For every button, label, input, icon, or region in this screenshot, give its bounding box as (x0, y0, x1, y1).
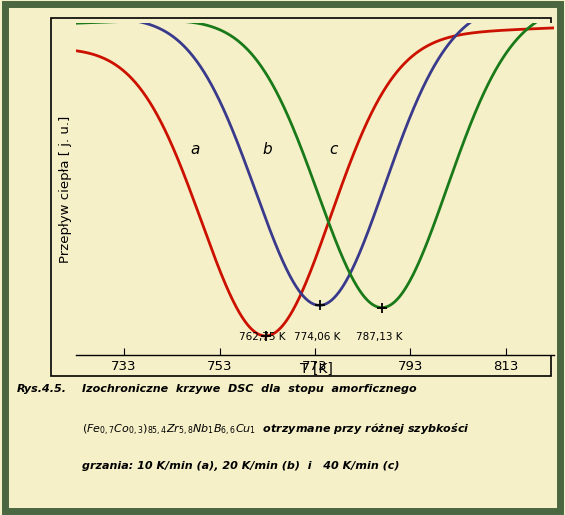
Y-axis label: Przepływ ciepła [ j. u.]: Przepływ ciepła [ j. u.] (59, 116, 72, 263)
FancyBboxPatch shape (51, 18, 551, 376)
Text: 774,06 K: 774,06 K (294, 332, 341, 342)
Text: Izochroniczne  krzywe  DSC  dla  stopu  amorficznego: Izochroniczne krzywe DSC dla stopu amorf… (82, 384, 416, 393)
Text: b: b (263, 142, 272, 157)
Text: T [K]: T [K] (300, 362, 333, 375)
Text: Rys.4.5.: Rys.4.5. (17, 384, 67, 393)
FancyBboxPatch shape (5, 4, 560, 511)
Text: a: a (191, 142, 200, 157)
Text: $(Fe_{0,7}Co_{0,3})_{85,4}Zr_{5,8}Nb_1B_{6,6}Cu_1$  otrzymane przy różnej szybko: $(Fe_{0,7}Co_{0,3})_{85,4}Zr_{5,8}Nb_1B_… (82, 422, 470, 438)
Text: c: c (329, 142, 338, 157)
Text: 787,13 K: 787,13 K (356, 332, 403, 342)
Text: grzania: 10 K/min (a), 20 K/min (b)  i   40 K/min (c): grzania: 10 K/min (a), 20 K/min (b) i 40… (82, 461, 399, 471)
Text: 762,75 K: 762,75 K (239, 332, 286, 342)
